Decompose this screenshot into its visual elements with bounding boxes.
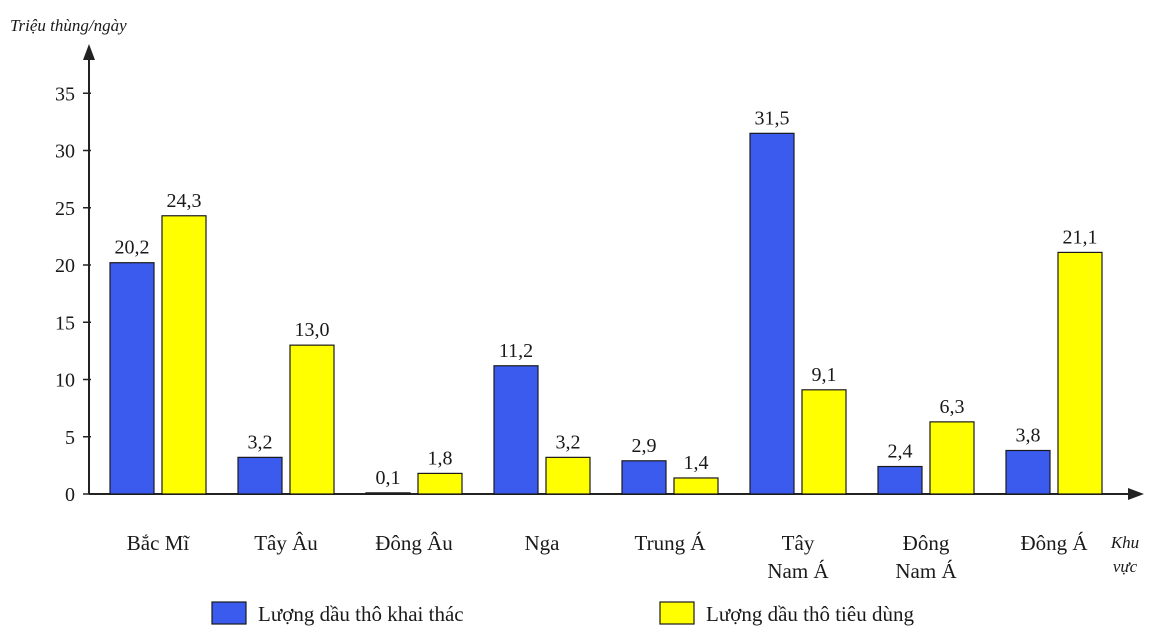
data-labels-group: 20,2 3,2 0,1 11,2 2,9 31,5 2,4 3,8 24,3 13,0 1,8 3,… [115, 107, 1098, 489]
y-tick-label: 15 [55, 312, 75, 334]
category-label: Đông Âu [375, 531, 453, 555]
data-label: 0,1 [376, 467, 401, 489]
data-label: 24,3 [167, 190, 202, 212]
category-label: Đông Á [1020, 531, 1088, 555]
category-label: Nga [525, 531, 561, 555]
data-label: 20,2 [115, 237, 150, 259]
legend-swatch [211, 601, 247, 625]
data-label: 2,4 [888, 441, 913, 463]
category-labels-group: Bắc Mĩ Tây Âu Đông Âu Nga Trung Á Tây Nam Á Đôn… [127, 531, 1089, 583]
bar [493, 365, 539, 495]
bar [801, 389, 847, 495]
y-axis-arrow [83, 44, 95, 60]
bars-group [109, 132, 1103, 495]
bar [1005, 449, 1051, 495]
bar [417, 472, 463, 495]
y-tick-label: 30 [55, 141, 75, 163]
data-label: 1,8 [428, 447, 453, 469]
y-axis-label: Triệu thùng/ngày [10, 16, 127, 35]
x-axis-label: Khu vực [1110, 533, 1139, 576]
legend: Lượng dầu thô khai thác Lượng dầu thô tiê… [211, 601, 914, 626]
data-label: 6,3 [940, 396, 965, 418]
bar [1057, 251, 1103, 495]
legend-swatch [659, 601, 695, 625]
category-label: Trung Á [635, 531, 707, 555]
legend-label: Lượng dầu thô tiêu dùng [706, 602, 914, 626]
bar [621, 460, 667, 495]
bar [109, 262, 155, 495]
category-label: Tây Âu [254, 531, 318, 555]
y-tick-label: 35 [55, 83, 75, 105]
data-label: 1,4 [684, 452, 709, 474]
bar [673, 477, 719, 495]
y-tick-label: 25 [55, 198, 75, 220]
data-label: 31,5 [755, 107, 790, 129]
data-label: 11,2 [499, 340, 533, 362]
bar [161, 215, 207, 495]
data-label: 2,9 [632, 435, 657, 457]
y-tick-label: 10 [55, 370, 75, 392]
bar [877, 465, 923, 495]
y-tick-label: 5 [65, 427, 75, 449]
data-label: 9,1 [812, 364, 837, 386]
data-label: 21,1 [1063, 226, 1098, 248]
bar [237, 456, 283, 495]
category-label: Đông Nam Á [895, 531, 957, 583]
data-label: 3,2 [248, 431, 273, 453]
y-tick-label: 0 [65, 484, 75, 506]
bar [365, 492, 411, 495]
bar [749, 132, 795, 495]
axes: 0 5 10 15 20 25 30 35 [55, 44, 1144, 506]
data-label: 3,2 [556, 431, 581, 453]
legend-label: Lượng dầu thô khai thác [258, 602, 464, 626]
bar [545, 456, 591, 495]
data-label: 3,8 [1016, 424, 1041, 446]
bar [929, 421, 975, 495]
category-label: Bắc Mĩ [127, 531, 191, 555]
category-label: Tây Nam Á [767, 531, 829, 583]
x-axis-arrow [1128, 488, 1144, 500]
y-tick-label: 20 [55, 255, 75, 277]
data-label: 13,0 [295, 319, 330, 341]
x-axis-title: Khu vực [1110, 533, 1139, 576]
bar [289, 344, 335, 495]
